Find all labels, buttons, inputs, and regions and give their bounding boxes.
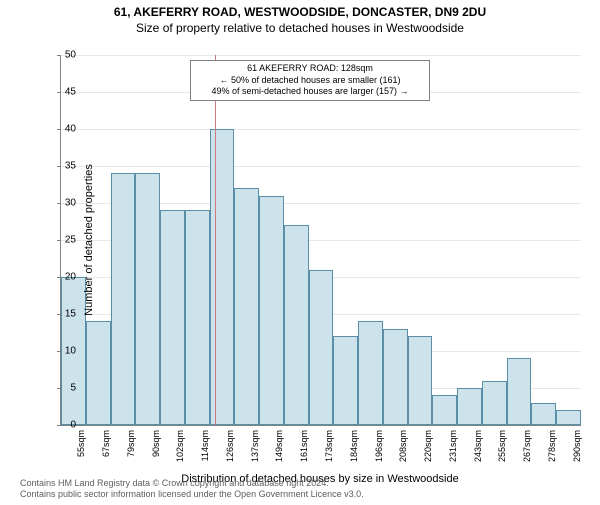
- histogram-bar: [383, 329, 408, 425]
- histogram-bar: [556, 410, 581, 425]
- histogram-bar: [358, 321, 383, 425]
- histogram-bar: [135, 173, 160, 425]
- annotation-line2: ← 50% of detached houses are smaller (16…: [195, 75, 425, 87]
- ytick-label: 0: [51, 420, 76, 431]
- histogram-bar: [210, 129, 235, 425]
- ytick-label: 20: [51, 272, 76, 283]
- ytick-label: 45: [51, 87, 76, 98]
- annotation-box: 61 AKEFERRY ROAD: 128sqm ← 50% of detach…: [190, 60, 430, 101]
- histogram-bar: [185, 210, 210, 425]
- ytick-label: 25: [51, 235, 76, 246]
- reference-line: [215, 55, 216, 425]
- histogram-bar: [111, 173, 136, 425]
- chart-area: 55sqm67sqm79sqm90sqm102sqm114sqm126sqm13…: [60, 55, 580, 425]
- grid-line: [61, 129, 581, 130]
- histogram-bar: [457, 388, 482, 425]
- histogram-bar: [507, 358, 532, 425]
- histogram-bar: [333, 336, 358, 425]
- ytick-label: 40: [51, 124, 76, 135]
- histogram-bar: [284, 225, 309, 425]
- ytick-label: 50: [51, 50, 76, 61]
- plot-area: 55sqm67sqm79sqm90sqm102sqm114sqm126sqm13…: [60, 55, 581, 426]
- chart-title-main: 61, AKEFERRY ROAD, WESTWOODSIDE, DONCAST…: [0, 5, 600, 19]
- annotation-line3: 49% of semi-detached houses are larger (…: [195, 86, 425, 98]
- y-axis-label: Number of detached properties: [83, 164, 95, 316]
- ytick-label: 5: [51, 383, 76, 394]
- grid-line: [61, 166, 581, 167]
- grid-line: [61, 55, 581, 56]
- histogram-bar: [408, 336, 433, 425]
- histogram-bar: [86, 321, 111, 425]
- histogram-bar: [432, 395, 457, 425]
- ytick-label: 35: [51, 161, 76, 172]
- ytick-label: 10: [51, 346, 76, 357]
- histogram-bar: [309, 270, 334, 425]
- histogram-bar: [482, 381, 507, 425]
- histogram-bar: [160, 210, 185, 425]
- annotation-line1: 61 AKEFERRY ROAD: 128sqm: [195, 63, 425, 75]
- histogram-bar: [531, 403, 556, 425]
- ytick-label: 15: [51, 309, 76, 320]
- footer-line2: Contains public sector information licen…: [20, 489, 364, 501]
- footer-line1: Contains HM Land Registry data © Crown c…: [20, 478, 364, 490]
- histogram-bar: [259, 196, 284, 425]
- chart-title-sub: Size of property relative to detached ho…: [0, 21, 600, 35]
- histogram-bar: [234, 188, 259, 425]
- footer-attribution: Contains HM Land Registry data © Crown c…: [20, 478, 364, 501]
- ytick-label: 30: [51, 198, 76, 209]
